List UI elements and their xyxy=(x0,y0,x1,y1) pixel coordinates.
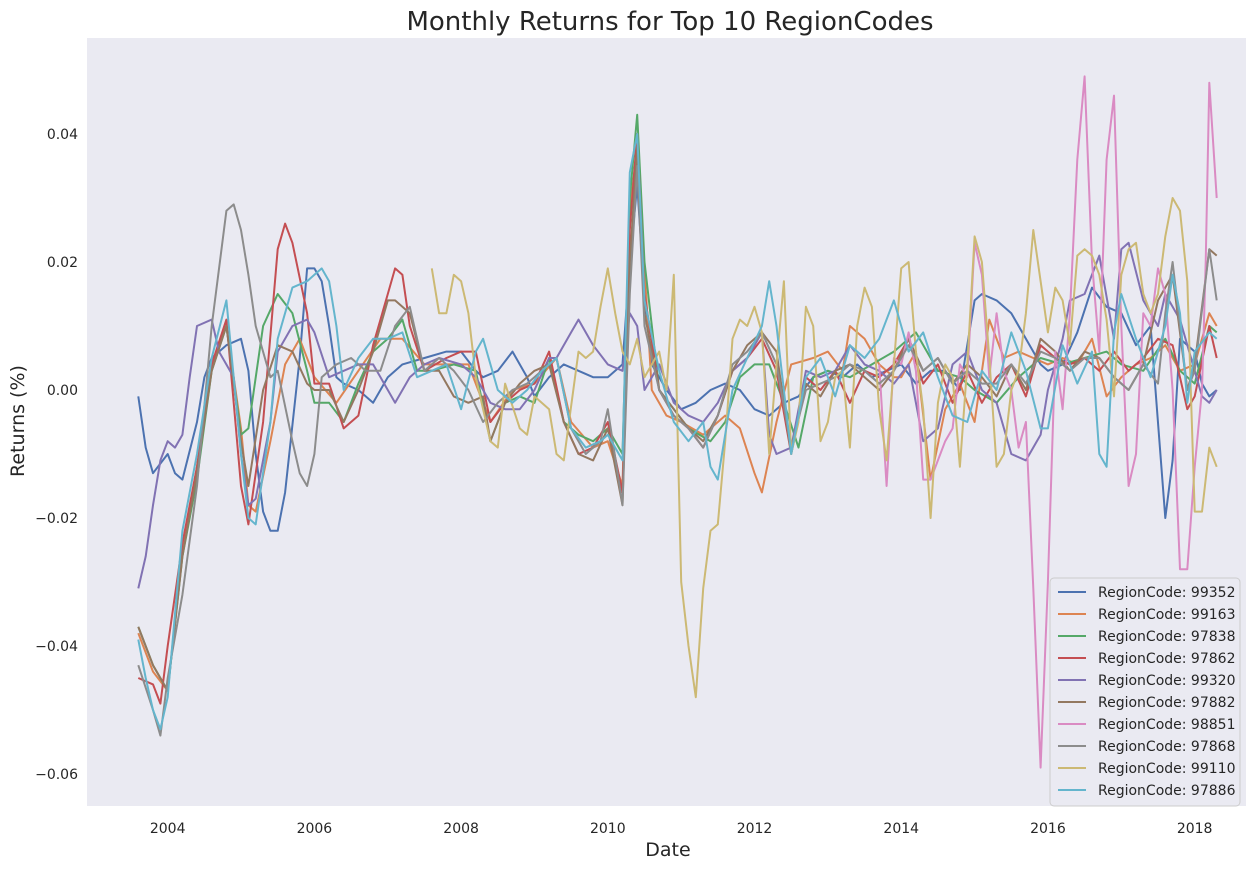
legend-label: RegionCode: 98851 xyxy=(1098,717,1235,733)
y-tick-label: 0.02 xyxy=(47,255,78,271)
legend-label: RegionCode: 97838 xyxy=(1098,629,1235,645)
x-tick-label: 2004 xyxy=(150,821,186,837)
y-axis-ticks: 0.04 0.02 0.00 −0.02 −0.04 −0.06 xyxy=(35,127,78,783)
x-tick-label: 2010 xyxy=(590,821,626,837)
legend-label: RegionCode: 99352 xyxy=(1098,585,1235,601)
legend-label: RegionCode: 99163 xyxy=(1098,607,1235,623)
series-layer xyxy=(137,75,1218,769)
y-tick-label: −0.02 xyxy=(35,511,78,527)
x-axis-ticks: 2004 2006 2008 2010 2012 2014 2016 2018 xyxy=(150,821,1213,837)
x-tick-label: 2006 xyxy=(297,821,333,837)
y-tick-label: −0.06 xyxy=(35,767,78,783)
legend-label: RegionCode: 99320 xyxy=(1098,673,1235,689)
x-tick-label: 2014 xyxy=(883,821,919,837)
y-tick-label: 0.00 xyxy=(47,383,78,399)
y-axis-label: Returns (%) xyxy=(7,365,29,477)
series-line-8 xyxy=(137,165,1218,737)
series-line-9 xyxy=(430,197,1218,699)
legend-box xyxy=(1049,577,1241,807)
legend-label: RegionCode: 97886 xyxy=(1098,783,1236,799)
legend-label: RegionCode: 97882 xyxy=(1098,695,1235,711)
chart-title: Monthly Returns for Top 10 RegionCodes xyxy=(406,7,933,37)
y-tick-label: 0.04 xyxy=(47,127,78,143)
series-line-10 xyxy=(137,133,1218,731)
x-tick-label: 2012 xyxy=(737,821,773,837)
x-tick-label: 2016 xyxy=(1030,821,1066,837)
legend-label: RegionCode: 99110 xyxy=(1098,761,1235,777)
legend-label: RegionCode: 97862 xyxy=(1098,651,1235,667)
x-axis-label: Date xyxy=(645,839,690,861)
x-tick-label: 2008 xyxy=(443,821,479,837)
series-line-5 xyxy=(137,241,1218,589)
y-tick-label: −0.04 xyxy=(35,639,78,655)
legend-label: RegionCode: 97868 xyxy=(1098,739,1235,755)
legend: RegionCode: 99352 RegionCode: 99163 Region… xyxy=(1049,577,1241,807)
x-tick-label: 2018 xyxy=(1177,821,1213,837)
